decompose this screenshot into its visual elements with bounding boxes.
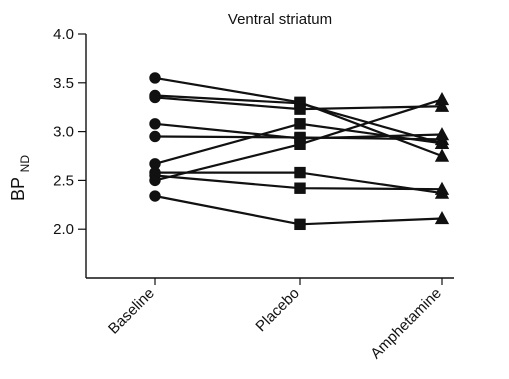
circle-marker	[149, 174, 161, 187]
y-tick-label: 2.5	[53, 172, 74, 189]
circle-marker	[149, 72, 161, 84]
y-axis-label-main: BP	[8, 177, 28, 201]
circle-marker	[149, 190, 161, 202]
axes-group	[85, 34, 454, 279]
square-marker	[294, 118, 306, 130]
square-marker	[294, 166, 306, 179]
x-tick-label: Amphetamine	[367, 285, 444, 362]
x-tick-label: Baseline	[105, 285, 158, 338]
square-marker	[294, 138, 306, 150]
triangle-marker	[434, 135, 450, 150]
circle-marker	[149, 130, 161, 143]
chart-title: Ventral striatum	[228, 11, 332, 28]
y-tick-label: 2.0	[53, 221, 74, 238]
triangle-marker	[434, 98, 450, 112]
triangle-marker	[434, 91, 450, 106]
square-marker	[294, 103, 306, 115]
triangle-marker	[434, 211, 450, 225]
y-axis-label: BP ND	[8, 155, 32, 201]
y-axis-label-text: BP ND	[8, 155, 32, 201]
circle-marker	[149, 118, 161, 130]
y-tick-label: 4.0	[53, 26, 74, 43]
square-marker	[294, 218, 306, 231]
circle-marker	[149, 91, 161, 104]
y-tick-label: 3.0	[53, 124, 74, 141]
markers-group	[149, 72, 450, 231]
y-tick-label: 3.5	[53, 75, 74, 92]
triangle-marker	[434, 148, 450, 162]
triangle-marker	[434, 181, 450, 195]
x-tick-label: Placebo	[252, 285, 302, 335]
y-axis-label-subscript: ND	[18, 155, 32, 173]
square-marker	[294, 182, 306, 194]
ticks-group: 4.0 3.5 3.0 2.5 2.0 Baseline Placebo Amphetamin…	[53, 26, 445, 362]
